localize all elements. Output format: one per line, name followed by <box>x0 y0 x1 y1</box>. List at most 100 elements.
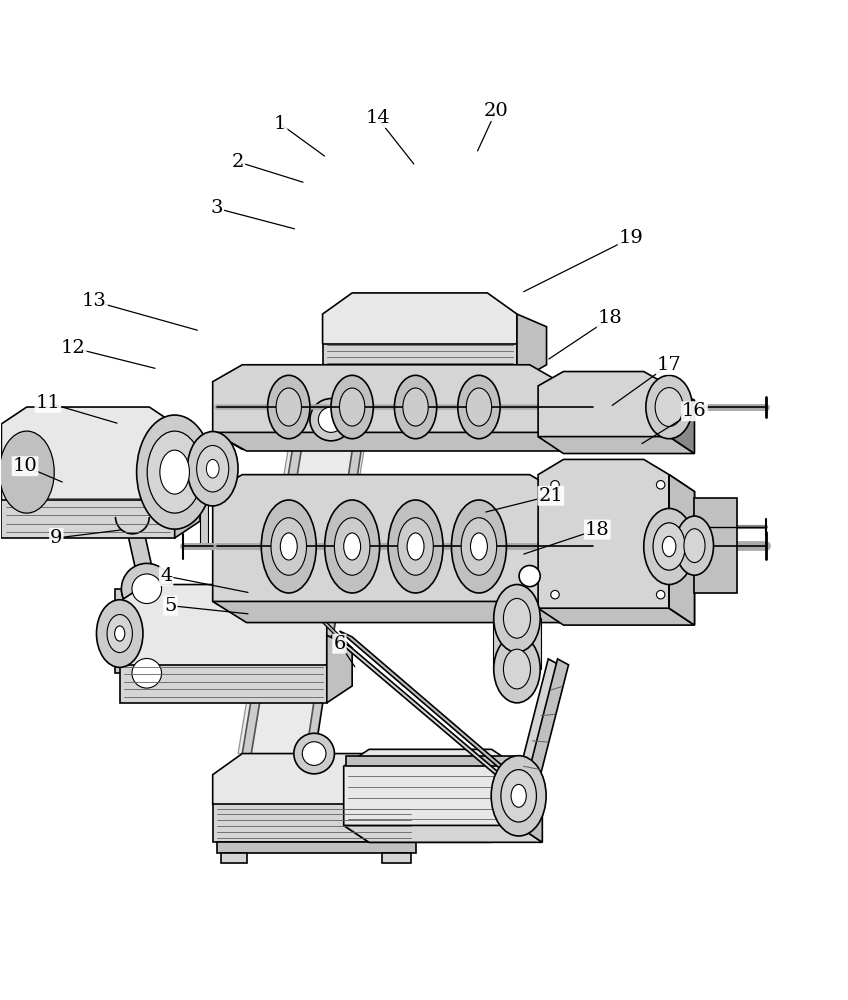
Ellipse shape <box>187 432 238 506</box>
Ellipse shape <box>461 518 497 575</box>
Polygon shape <box>2 407 175 517</box>
Text: 5: 5 <box>165 597 176 615</box>
Polygon shape <box>559 382 593 451</box>
Ellipse shape <box>662 536 676 557</box>
Ellipse shape <box>281 533 297 560</box>
Text: 20: 20 <box>483 102 508 120</box>
Ellipse shape <box>339 388 365 426</box>
Text: 4: 4 <box>160 567 172 585</box>
Polygon shape <box>213 804 416 842</box>
Polygon shape <box>479 392 509 402</box>
Text: 21: 21 <box>538 487 563 505</box>
Ellipse shape <box>656 481 665 489</box>
Polygon shape <box>538 608 695 625</box>
Polygon shape <box>669 475 695 625</box>
Ellipse shape <box>331 375 373 439</box>
Ellipse shape <box>114 626 125 641</box>
Polygon shape <box>115 589 126 673</box>
Text: 9: 9 <box>50 529 63 547</box>
Polygon shape <box>120 665 326 703</box>
Ellipse shape <box>310 399 352 441</box>
Ellipse shape <box>676 516 713 575</box>
Polygon shape <box>669 475 695 625</box>
Ellipse shape <box>206 459 219 478</box>
Polygon shape <box>339 631 530 789</box>
Ellipse shape <box>295 739 333 760</box>
Ellipse shape <box>334 518 370 575</box>
Ellipse shape <box>653 523 685 570</box>
Ellipse shape <box>132 574 162 604</box>
Polygon shape <box>238 420 369 754</box>
Text: 13: 13 <box>82 292 107 310</box>
Ellipse shape <box>302 742 326 765</box>
Text: 14: 14 <box>365 109 390 127</box>
Polygon shape <box>524 659 568 798</box>
Ellipse shape <box>644 508 695 585</box>
Ellipse shape <box>403 388 428 426</box>
Ellipse shape <box>276 388 301 426</box>
Ellipse shape <box>646 375 692 439</box>
Ellipse shape <box>471 533 488 560</box>
Polygon shape <box>322 293 517 365</box>
Ellipse shape <box>656 388 683 426</box>
Polygon shape <box>515 659 559 798</box>
Polygon shape <box>166 589 177 673</box>
Polygon shape <box>213 601 593 623</box>
Polygon shape <box>326 382 513 392</box>
Ellipse shape <box>466 388 492 426</box>
Polygon shape <box>175 470 200 538</box>
Polygon shape <box>220 469 228 546</box>
Text: 3: 3 <box>210 199 223 217</box>
Ellipse shape <box>268 375 310 439</box>
Ellipse shape <box>458 375 500 439</box>
Polygon shape <box>517 766 543 842</box>
Ellipse shape <box>261 500 316 593</box>
Polygon shape <box>343 825 543 842</box>
Polygon shape <box>120 585 326 682</box>
Ellipse shape <box>197 445 229 492</box>
Ellipse shape <box>683 529 705 563</box>
Polygon shape <box>217 842 416 853</box>
Polygon shape <box>200 469 209 546</box>
Ellipse shape <box>343 533 360 560</box>
Polygon shape <box>538 459 669 623</box>
Ellipse shape <box>271 518 306 575</box>
Ellipse shape <box>398 518 433 575</box>
Text: 11: 11 <box>36 394 60 412</box>
Polygon shape <box>304 738 324 749</box>
Polygon shape <box>331 635 522 792</box>
Polygon shape <box>213 475 559 618</box>
Text: 19: 19 <box>619 229 644 247</box>
Ellipse shape <box>656 590 665 599</box>
Polygon shape <box>2 500 175 538</box>
Ellipse shape <box>325 500 380 593</box>
Ellipse shape <box>97 600 143 667</box>
Polygon shape <box>669 386 695 454</box>
Ellipse shape <box>107 615 132 653</box>
Polygon shape <box>494 618 505 669</box>
Polygon shape <box>695 498 737 593</box>
Ellipse shape <box>318 407 343 432</box>
Polygon shape <box>530 618 541 669</box>
Ellipse shape <box>388 500 443 593</box>
Ellipse shape <box>132 658 162 688</box>
Polygon shape <box>221 853 247 863</box>
Polygon shape <box>237 536 352 648</box>
Ellipse shape <box>394 375 437 439</box>
Text: 18: 18 <box>598 309 622 327</box>
Polygon shape <box>326 635 352 703</box>
Ellipse shape <box>519 566 540 587</box>
Ellipse shape <box>494 635 540 703</box>
Ellipse shape <box>451 500 506 593</box>
Polygon shape <box>517 314 547 382</box>
Ellipse shape <box>137 415 213 529</box>
Polygon shape <box>243 421 305 757</box>
Polygon shape <box>538 437 695 454</box>
Polygon shape <box>346 756 515 766</box>
Polygon shape <box>322 344 517 382</box>
Ellipse shape <box>551 481 559 489</box>
Ellipse shape <box>511 784 527 807</box>
Ellipse shape <box>148 431 202 513</box>
Ellipse shape <box>494 585 540 652</box>
Ellipse shape <box>304 744 325 755</box>
